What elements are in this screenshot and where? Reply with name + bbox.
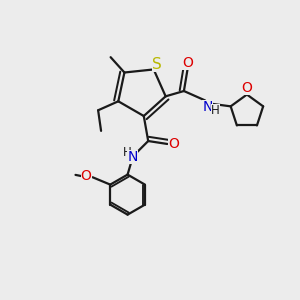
Text: N: N xyxy=(202,100,213,114)
Text: N: N xyxy=(128,150,138,164)
Text: H: H xyxy=(123,146,132,159)
Text: H: H xyxy=(211,104,220,117)
Text: O: O xyxy=(242,81,252,95)
Text: O: O xyxy=(81,169,92,183)
Text: S: S xyxy=(152,57,162,72)
Text: O: O xyxy=(182,56,193,70)
Text: O: O xyxy=(168,137,179,151)
